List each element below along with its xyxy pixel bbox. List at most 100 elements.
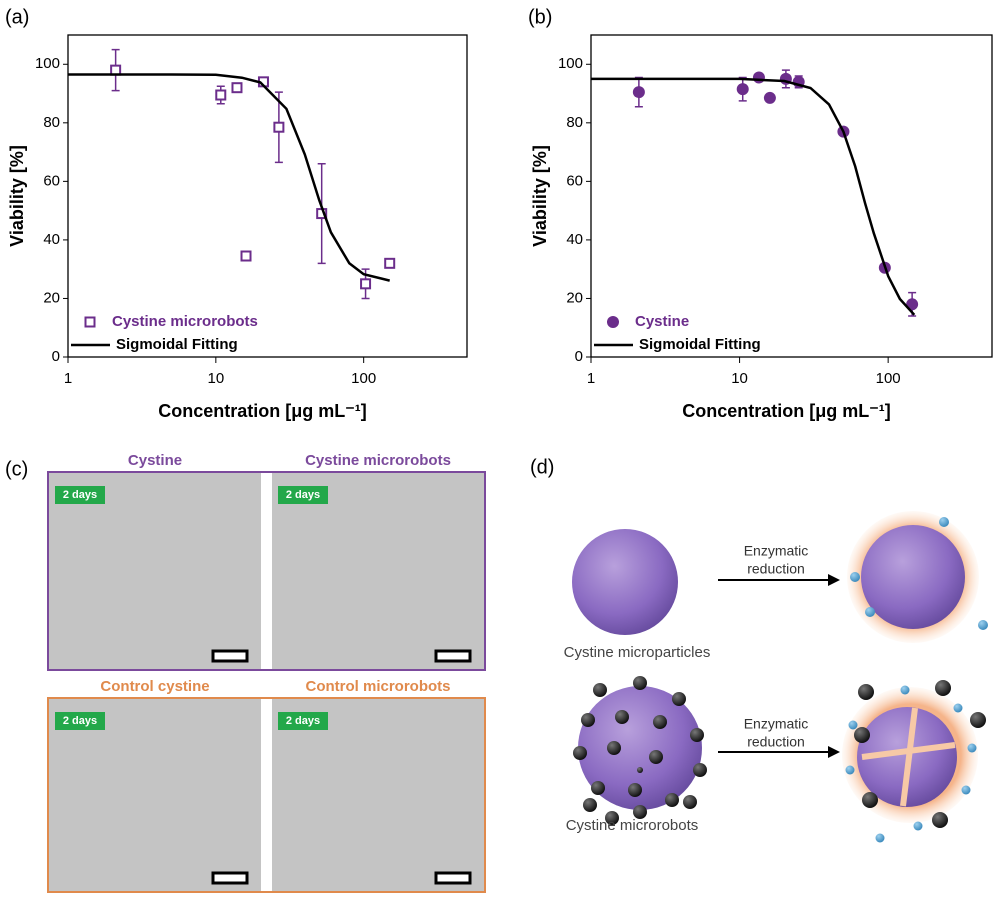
badge (55, 712, 105, 730)
point (240, 250, 252, 262)
panel-label: (d) (530, 456, 554, 478)
product (900, 685, 910, 695)
micrograph (49, 698, 261, 892)
panel-c: (c) Cystine 2 days Cystine microrobots 2 day… (5, 452, 486, 893)
point (360, 278, 372, 290)
product (845, 765, 855, 775)
nanoparticle (970, 712, 986, 728)
scale-bar (211, 649, 249, 663)
x-tick-label: 1 (64, 370, 72, 387)
y-tick-label: 100 (558, 55, 583, 72)
point (752, 71, 765, 84)
microparticle (572, 529, 678, 635)
image-title: Cystine (128, 452, 182, 469)
product (967, 743, 977, 753)
point (84, 316, 96, 328)
image-title: Control cystine (100, 678, 209, 695)
y-tick-label: 80 (43, 114, 60, 131)
image-title: Cystine microrobots (305, 452, 451, 469)
badge-text: 2 days (63, 489, 97, 501)
panel-label: (b) (528, 6, 552, 28)
product (875, 833, 885, 843)
y-tick-label: 20 (566, 289, 583, 306)
diagram-label: Cystine microrobots (566, 817, 699, 834)
y-tick-label: 100 (35, 55, 60, 72)
scale-bar (434, 871, 472, 885)
product (978, 620, 988, 630)
point (763, 91, 776, 104)
nanoparticle (683, 795, 697, 809)
nanoparticle (593, 683, 607, 697)
fit-line (591, 77, 916, 316)
x-axis-label: Concentration [μg mL⁻¹] (682, 401, 891, 421)
nanoparticle (607, 741, 621, 755)
badge-text: 2 days (63, 715, 97, 727)
nanoparticle (591, 781, 605, 795)
x-tick-label: 100 (876, 370, 901, 387)
product (848, 720, 858, 730)
nanoparticle (690, 728, 704, 742)
nanoparticle (633, 805, 647, 819)
point (632, 86, 645, 99)
legend-label: Cystine microrobots (112, 313, 258, 330)
nanoparticle (862, 792, 878, 808)
y-tick-label: 0 (575, 348, 583, 365)
arrow-text: Enzymatic (744, 716, 809, 732)
x-tick-label: 10 (731, 370, 748, 387)
arrow-text: Enzymatic (744, 543, 809, 559)
nanoparticle (633, 676, 647, 690)
micrograph (49, 472, 261, 670)
product (953, 703, 963, 713)
panel-label: (a) (5, 6, 29, 28)
y-tick-label: 60 (566, 172, 583, 189)
arrow-head (828, 746, 840, 758)
badge (55, 486, 105, 504)
gap (261, 699, 272, 891)
charts: (a) 0 20 40 60 80 100 1 10 100 Concentration [μg m… (5, 6, 993, 421)
point (736, 83, 749, 96)
y-tick-label: 40 (566, 231, 583, 248)
nanoparticle (573, 746, 587, 760)
nanoparticle (854, 727, 870, 743)
panel-d: (d) Enzymatic reduction Cystine micropartic… (530, 456, 988, 843)
y-tick-label: 60 (43, 172, 60, 189)
nanoparticle (932, 812, 948, 828)
nanoparticle (935, 680, 951, 696)
nanoparticle (581, 713, 595, 727)
scale-bar (211, 871, 249, 885)
nanoparticle (858, 684, 874, 700)
badge-text: 2 days (286, 489, 320, 501)
x-tick-label: 100 (351, 370, 376, 387)
y-axis-label: Viability [%] (530, 145, 550, 247)
y-tick-label: 40 (43, 231, 60, 248)
badge-text: 2 days (286, 715, 320, 727)
reduced-particle (861, 525, 965, 629)
arrow-head (828, 574, 840, 586)
y-tick-label: 20 (43, 289, 60, 306)
arrow-text: reduction (747, 561, 805, 577)
plot-frame (590, 34, 993, 358)
plot-frame (67, 34, 468, 358)
legend-label: Cystine (635, 313, 689, 330)
nanoparticle (672, 692, 686, 706)
product (865, 607, 875, 617)
badge (278, 712, 328, 730)
frame (47, 697, 486, 893)
x-tick-label: 1 (587, 370, 595, 387)
image-title: Control microrobots (306, 678, 451, 695)
nanoparticle (665, 793, 679, 807)
panel-label: (c) (5, 458, 28, 480)
micrograph (272, 698, 484, 892)
crack (861, 707, 956, 807)
x-axis-label: Concentration [μg mL⁻¹] (158, 401, 367, 421)
product (939, 517, 949, 527)
nanoparticle (615, 710, 629, 724)
product (850, 572, 860, 582)
nanoparticle (605, 811, 619, 825)
legend-label: Sigmoidal Fitting (116, 336, 238, 353)
product (961, 785, 971, 795)
microrobot (578, 686, 702, 810)
y-axis-label: Viability [%] (7, 145, 27, 247)
scale-bar (434, 649, 472, 663)
